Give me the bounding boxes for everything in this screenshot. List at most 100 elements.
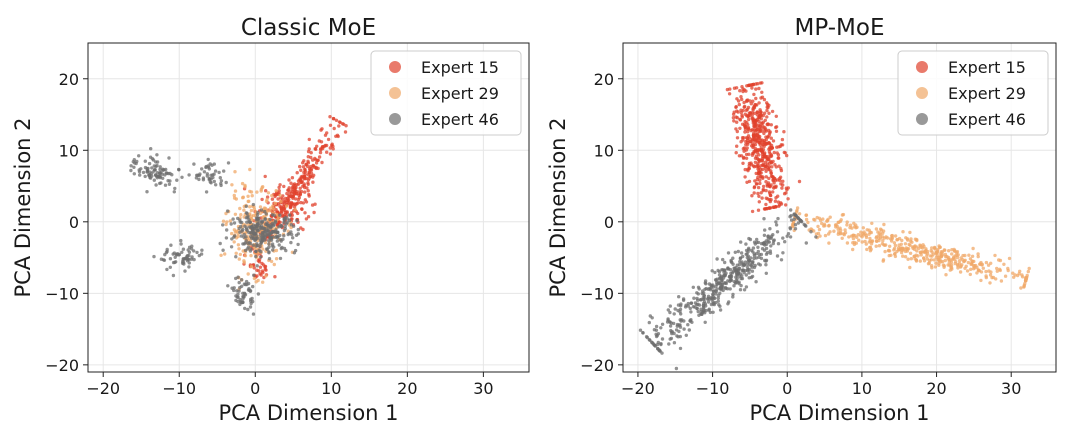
scatter-point (749, 128, 753, 133)
scatter-point (287, 193, 291, 197)
scatter-point (274, 230, 278, 234)
scatter-point (273, 275, 277, 279)
scatter-point (132, 172, 136, 176)
scatter-point (953, 254, 957, 258)
scatter-point (290, 203, 294, 207)
scatter-point (265, 221, 269, 225)
scatter-point (289, 225, 293, 230)
scatter-point (283, 196, 288, 201)
scatter-point (241, 196, 245, 200)
scatter-point (699, 307, 703, 311)
scatter-point (760, 90, 764, 95)
scatter-point (947, 249, 951, 253)
x-tick-label: 10 (321, 379, 341, 398)
scatter-point (153, 168, 157, 172)
scatter-point (222, 169, 226, 173)
scatter-point (759, 113, 763, 118)
scatter-point (242, 208, 246, 212)
scatter-point (822, 222, 827, 226)
scatter-point (209, 181, 213, 185)
scatter-point (253, 247, 258, 251)
scatter-point (754, 280, 758, 284)
scatter-point (968, 257, 973, 261)
scatter-point (272, 262, 276, 267)
scatter-point (252, 266, 256, 270)
scatter-point (820, 221, 824, 226)
scatter-point (704, 308, 708, 313)
scatter-point (246, 272, 250, 276)
scatter-point (793, 223, 798, 227)
scatter-point (641, 331, 645, 335)
scatter-point (168, 171, 172, 176)
scatter-point (668, 310, 672, 315)
x-tick-label: 0 (250, 379, 260, 398)
scatter-point (237, 280, 241, 285)
scatter-point (764, 141, 768, 146)
scatter-point (244, 226, 249, 230)
scatter-point (165, 247, 169, 252)
scatter-point (735, 116, 739, 120)
scatter-point (854, 241, 858, 245)
scatter-point (224, 236, 229, 240)
scatter-point (944, 273, 948, 277)
scatter-point (687, 328, 691, 332)
scatter-point (278, 213, 282, 217)
scatter-point (779, 166, 783, 171)
scatter-point (950, 252, 954, 256)
scatter-point (129, 164, 133, 168)
scatter-point (989, 270, 993, 274)
scatter-point (150, 166, 154, 170)
scatter-point (260, 220, 264, 224)
scatter-point (251, 202, 256, 207)
scatter-point (826, 217, 830, 222)
scatter-point (711, 292, 715, 296)
scatter-point (152, 178, 156, 182)
scatter-point (155, 160, 160, 164)
scatter-point (206, 157, 210, 162)
scatter-point (677, 329, 681, 334)
scatter-point (743, 167, 747, 172)
legend-marker (916, 87, 928, 99)
scatter-point (258, 238, 263, 243)
scatter-point (972, 264, 976, 268)
scatter-point (840, 213, 845, 217)
scatter-point (769, 171, 773, 175)
scatter-point (264, 274, 268, 278)
scatter-point (270, 193, 274, 198)
scatter-points (638, 81, 1031, 371)
scatter-point (274, 248, 279, 253)
scatter-point (761, 242, 765, 246)
y-tick-label: 0 (604, 213, 614, 232)
scatter-point (680, 318, 684, 322)
scatter-point (229, 245, 234, 249)
scatter-point (768, 236, 772, 240)
scatter-point (314, 158, 318, 162)
scatter-point (1020, 273, 1024, 277)
scatter-point (942, 248, 946, 252)
scatter-point (732, 284, 736, 288)
scatter-point (243, 254, 248, 258)
scatter-point (758, 141, 762, 145)
scatter-point (881, 258, 886, 262)
scatter-point (976, 252, 980, 256)
x-tick-label: 0 (782, 379, 792, 398)
scatter-point (709, 302, 714, 307)
scatter-point (761, 176, 765, 180)
scatter-point (888, 237, 893, 241)
scatter-point (841, 232, 846, 236)
scatter-point (735, 273, 739, 277)
scatter-point (223, 252, 227, 256)
scatter-point (697, 313, 701, 317)
scatter-point (756, 163, 760, 167)
scatter-point (221, 248, 225, 252)
scatter-point (901, 254, 905, 258)
scatter-point (745, 255, 749, 260)
scatter-point (874, 227, 879, 231)
scatter-point (963, 266, 967, 270)
scatter-point (736, 249, 740, 254)
scatter-point (277, 189, 281, 193)
scatter-point (152, 254, 156, 259)
scatter-point (718, 285, 723, 289)
scatter-point (765, 115, 769, 119)
scatter-point (772, 186, 776, 190)
